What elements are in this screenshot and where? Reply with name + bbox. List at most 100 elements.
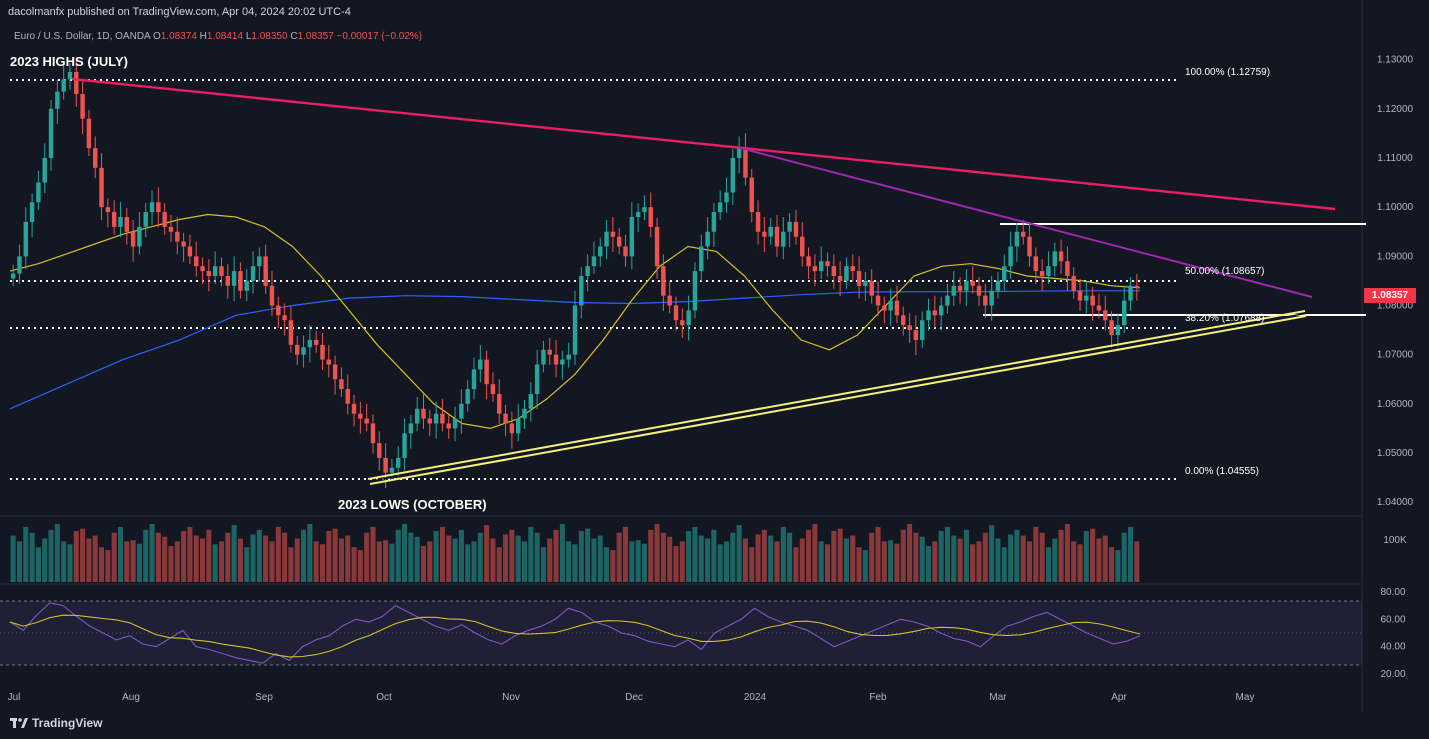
candle-body — [528, 394, 534, 409]
symbol-name[interactable]: Euro / U.S. Dollar, 1D, OANDA — [14, 31, 151, 42]
candle-body — [938, 305, 944, 316]
candle-body — [326, 359, 332, 365]
volume-bar — [1121, 532, 1127, 582]
volume-bar — [648, 529, 654, 582]
candle-body — [957, 285, 963, 291]
volume-bar — [629, 541, 635, 582]
volume-bar — [105, 550, 111, 582]
volume-bar — [92, 535, 98, 582]
candle-body — [206, 271, 212, 276]
candle-body — [673, 305, 679, 321]
candle-body — [187, 246, 193, 257]
candle-body — [1134, 285, 1140, 288]
candle-body — [149, 202, 155, 213]
candlestick-series — [10, 60, 1140, 488]
candle-body — [111, 212, 117, 227]
volume-bar — [439, 526, 445, 582]
candle-body — [692, 271, 698, 311]
price-axis[interactable]: 1.13000 1.12000 1.11000 1.10000 1.09000 1.080… — [1377, 55, 1414, 509]
fib-label-38: 38.20% (1.07688) — [1185, 313, 1265, 324]
volume-bar — [553, 529, 559, 582]
volume-bar — [1008, 534, 1014, 582]
volume-bar — [225, 532, 231, 582]
rsi-axis[interactable]: 80.00 60.00 40.00 20.00 — [1380, 587, 1405, 680]
candle-body — [10, 273, 16, 279]
volume-bar — [673, 546, 679, 582]
volume-bar — [679, 541, 685, 582]
volume-bar — [736, 525, 742, 582]
candle-body — [591, 256, 597, 267]
volume-bar — [692, 526, 698, 582]
volume-bar — [313, 541, 319, 582]
candle-body — [850, 266, 855, 272]
ascending-support-channel — [367, 310, 1307, 485]
candle-body — [882, 305, 887, 311]
volume-bar — [944, 526, 950, 582]
symbol-info: Euro / U.S. Dollar, 1D, OANDA O1.08374 H… — [14, 31, 422, 42]
volume-bar — [130, 540, 136, 582]
candle-body — [1021, 231, 1026, 237]
candle-body — [781, 231, 786, 247]
candle-body — [55, 91, 60, 109]
candle-body — [1052, 251, 1057, 267]
candle-body — [825, 261, 830, 267]
candle-body — [459, 403, 464, 419]
volume-bar — [907, 524, 913, 582]
volume-bar — [155, 532, 161, 582]
highs-annotation: 2023 HIGHS (JULY) — [10, 54, 129, 69]
candle-body — [907, 325, 912, 331]
volume-bar — [357, 550, 363, 582]
candle-body — [421, 408, 426, 419]
candle-body — [768, 226, 773, 237]
volume-bar — [711, 529, 717, 582]
volume-bar — [957, 538, 963, 582]
volume-bar — [610, 550, 616, 582]
brand-name[interactable]: TradingView — [32, 716, 103, 730]
rsi-tick-label: 40.00 — [1380, 642, 1405, 653]
candle-body — [800, 236, 805, 257]
volume-bar — [831, 530, 837, 582]
candle-body — [1002, 266, 1007, 281]
candle-body — [806, 256, 811, 267]
volume-bar — [73, 530, 79, 582]
rsi-tick-label: 60.00 — [1380, 614, 1405, 625]
candle-body — [579, 276, 584, 306]
volume-bar — [67, 544, 73, 582]
rsi-line — [9, 602, 1141, 664]
candle-body — [414, 408, 420, 424]
volume-axis-label: 100K — [1383, 535, 1407, 546]
time-tick-label: Mar — [989, 692, 1007, 703]
volume-bar — [48, 529, 54, 582]
volume-bar — [61, 541, 67, 582]
ohlc-open: 1.08374 — [160, 31, 197, 42]
candle-body — [307, 339, 313, 348]
candle-body — [970, 280, 975, 286]
price-tick-label: 1.05000 — [1377, 448, 1414, 459]
candle-body — [238, 271, 243, 291]
candle-body — [61, 79, 66, 92]
candle-body — [370, 423, 376, 444]
volume-bar — [282, 532, 288, 582]
time-axis[interactable]: Jul Aug Sep Oct Nov Dec 2024 Feb Mar Apr May — [8, 692, 1255, 703]
candle-body — [231, 271, 237, 286]
candle-body — [67, 71, 73, 80]
volume-bar — [1077, 544, 1083, 582]
candle-body — [642, 207, 647, 213]
volume-bar — [515, 535, 521, 582]
candle-body — [837, 276, 843, 281]
time-tick-label: Aug — [122, 692, 140, 703]
candle-body — [926, 310, 931, 321]
volume-bar — [705, 538, 711, 582]
candle-body — [1128, 285, 1133, 301]
candle-body — [686, 310, 691, 326]
volume-bar — [1102, 535, 1108, 582]
candle-body — [629, 217, 635, 257]
volume-bar — [319, 544, 326, 582]
ohlc-close: 1.08357 — [297, 31, 334, 42]
volume-bar — [1109, 547, 1115, 582]
footer: TradingView — [10, 716, 102, 730]
volume-bar — [1071, 541, 1077, 582]
ohlc-change: −0.00017 (−0.02%) — [336, 31, 423, 42]
candle-body — [440, 413, 445, 424]
